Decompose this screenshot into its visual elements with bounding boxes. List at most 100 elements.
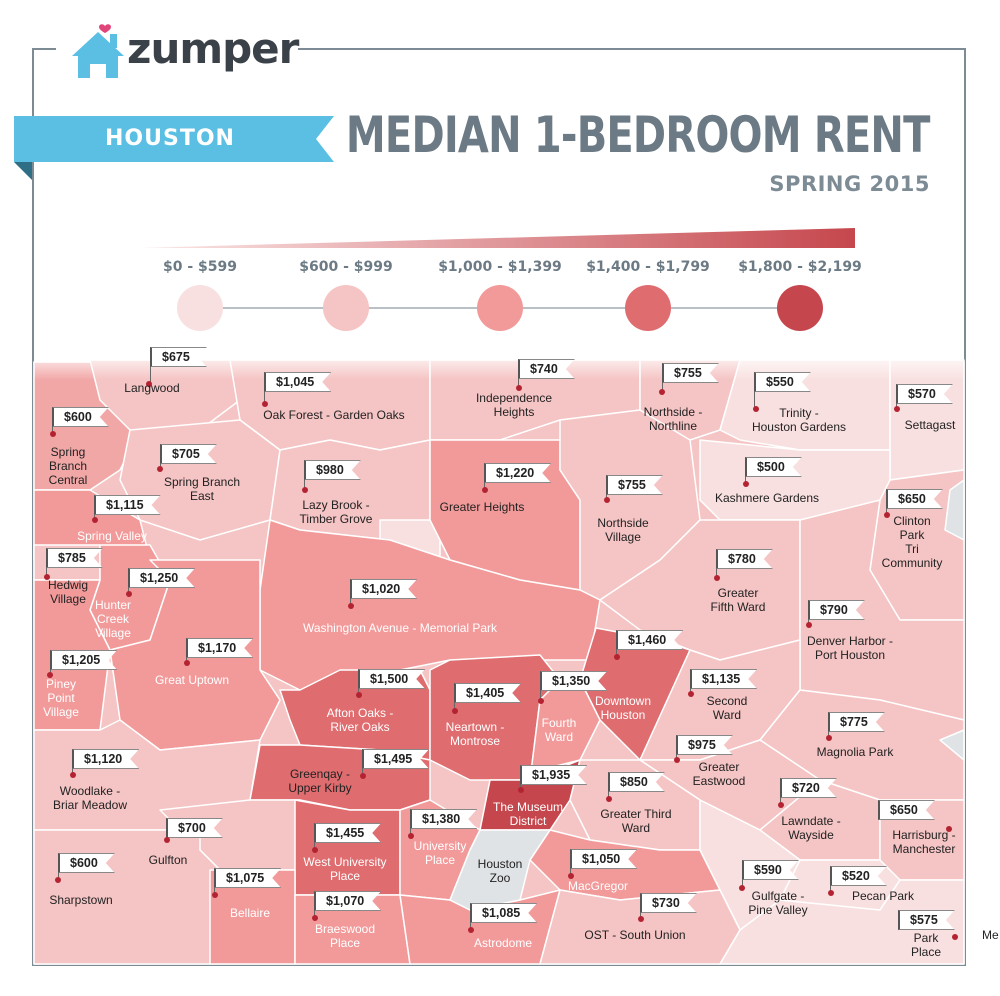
location-pin-icon[interactable] — [70, 772, 76, 778]
location-pin-icon[interactable] — [659, 389, 665, 395]
neighborhood-label: Clinton Park Tri Community — [881, 514, 943, 570]
neighborhood-label: Washington Avenue - Memorial Park — [302, 621, 498, 635]
location-pin-icon[interactable] — [606, 796, 612, 802]
location-pin-icon[interactable] — [518, 787, 524, 793]
location-pin-icon[interactable] — [92, 517, 98, 523]
price-flag: $980 — [304, 460, 361, 480]
location-pin-icon[interactable] — [408, 833, 414, 839]
neighborhood-label: Settagast — [904, 418, 956, 432]
location-pin-icon[interactable] — [302, 487, 308, 493]
neighborhood-label: MacGregor — [567, 879, 629, 893]
location-pin-icon[interactable] — [688, 691, 694, 697]
legend-swatch — [177, 285, 223, 331]
location-pin-icon[interactable] — [212, 892, 218, 898]
price-flag: $755 — [662, 363, 719, 383]
location-pin-icon[interactable] — [638, 916, 644, 922]
legend-swatch — [777, 285, 823, 331]
neighborhood-label: The Museum District — [492, 800, 564, 828]
neighborhood-label: Northside - Northline — [643, 405, 703, 433]
neighborhood-label: Downtown Houston — [594, 694, 652, 722]
location-pin-icon[interactable] — [828, 890, 834, 896]
legend-gradient-wedge — [140, 228, 855, 248]
legend-swatch — [323, 285, 369, 331]
location-pin-icon[interactable] — [184, 660, 190, 666]
location-pin-icon[interactable] — [743, 481, 749, 487]
location-pin-icon[interactable] — [452, 708, 458, 714]
neighborhood-label: West University Place — [303, 855, 387, 883]
neighborhood-label: Hedwig Village — [47, 578, 89, 606]
area-label: Me — [982, 928, 999, 942]
location-pin-icon[interactable] — [538, 698, 544, 704]
frame-right — [964, 48, 966, 966]
neighborhood-label: Northside Village — [597, 516, 649, 544]
location-pin-icon[interactable] — [312, 847, 318, 853]
location-pin-icon[interactable] — [482, 487, 488, 493]
neighborhood-label: Greater Fifth Ward — [710, 586, 766, 614]
location-pin-icon[interactable] — [604, 497, 610, 503]
location-pin-icon[interactable] — [164, 837, 170, 843]
location-pin-icon[interactable] — [946, 826, 952, 832]
neighborhood-label: Sharpstown — [49, 893, 113, 907]
location-pin-icon[interactable] — [157, 466, 163, 472]
neighborhood-label: Greater Heights — [439, 500, 525, 514]
neighborhood-label: University Place — [413, 839, 467, 867]
price-flag: $780 — [716, 549, 773, 569]
location-pin-icon[interactable] — [778, 802, 784, 808]
price-flag: $1,085 — [470, 903, 537, 923]
logo-text[interactable]: zumper — [127, 24, 299, 73]
location-pin-icon[interactable] — [44, 574, 50, 580]
location-pin-icon[interactable] — [262, 401, 268, 407]
neighborhood-label: Kashmere Gardens — [714, 491, 820, 505]
legend-swatch — [477, 285, 523, 331]
price-flag: $1,135 — [690, 669, 757, 689]
location-pin-icon[interactable] — [47, 672, 53, 678]
pin-stem — [304, 470, 305, 490]
location-pin-icon[interactable] — [126, 591, 132, 597]
house-logo-icon — [72, 24, 124, 78]
location-pin-icon[interactable] — [952, 934, 958, 940]
location-pin-icon[interactable] — [806, 622, 812, 628]
location-pin-icon[interactable] — [468, 927, 474, 933]
price-flag: $785 — [46, 548, 103, 568]
neighborhood-label: Greenqay - Upper Kirby — [288, 767, 352, 795]
location-pin-icon[interactable] — [360, 773, 366, 779]
neighborhood-label: Spring Branch East — [163, 475, 241, 503]
price-flag: $1,500 — [358, 669, 425, 689]
location-pin-icon[interactable] — [312, 915, 318, 921]
neighborhood-label: Piney Point Village — [43, 677, 79, 719]
neighborhood-label: Neartown - Montrose — [445, 720, 505, 748]
neighborhood-label: Bellaire — [229, 906, 271, 920]
neighborhood-label: Oak Forest - Garden Oaks — [263, 408, 405, 422]
price-flag: $550 — [754, 372, 811, 392]
location-pin-icon[interactable] — [894, 406, 900, 412]
pin-stem — [150, 357, 151, 384]
price-flag: $600 — [52, 407, 109, 427]
price-flag: $740 — [518, 359, 575, 379]
location-pin-icon[interactable] — [55, 877, 61, 883]
location-pin-icon[interactable] — [739, 885, 745, 891]
legend-label: $1,000 - $1,399 — [438, 259, 562, 275]
location-pin-icon[interactable] — [356, 692, 362, 698]
neighborhood-label: Gulfton — [148, 853, 188, 867]
price-flag: $1,455 — [314, 823, 381, 843]
location-pin-icon[interactable] — [674, 757, 680, 763]
price-flag: $520 — [830, 866, 887, 886]
location-pin-icon[interactable] — [826, 735, 832, 741]
frame-top-right — [298, 48, 966, 50]
neighborhood-label: Greater Third Ward — [600, 807, 672, 835]
area-label: Houston Zoo — [477, 857, 523, 885]
location-pin-icon[interactable] — [884, 512, 890, 518]
location-pin-icon[interactable] — [146, 381, 152, 387]
location-pin-icon[interactable] — [614, 654, 620, 660]
location-pin-icon[interactable] — [516, 385, 522, 391]
location-pin-icon[interactable] — [348, 603, 354, 609]
location-pin-icon[interactable] — [50, 431, 56, 437]
region-park-place — [719, 879, 965, 965]
neighborhood-label: Woodlake - Briar Meadow — [52, 784, 128, 812]
location-pin-icon[interactable] — [714, 575, 720, 581]
neighborhood-label: Pecan Park — [851, 889, 915, 903]
location-pin-icon[interactable] — [568, 873, 574, 879]
price-flag: $650 — [878, 800, 935, 820]
legend-label: $600 - $999 — [299, 259, 393, 275]
location-pin-icon[interactable] — [753, 406, 759, 412]
